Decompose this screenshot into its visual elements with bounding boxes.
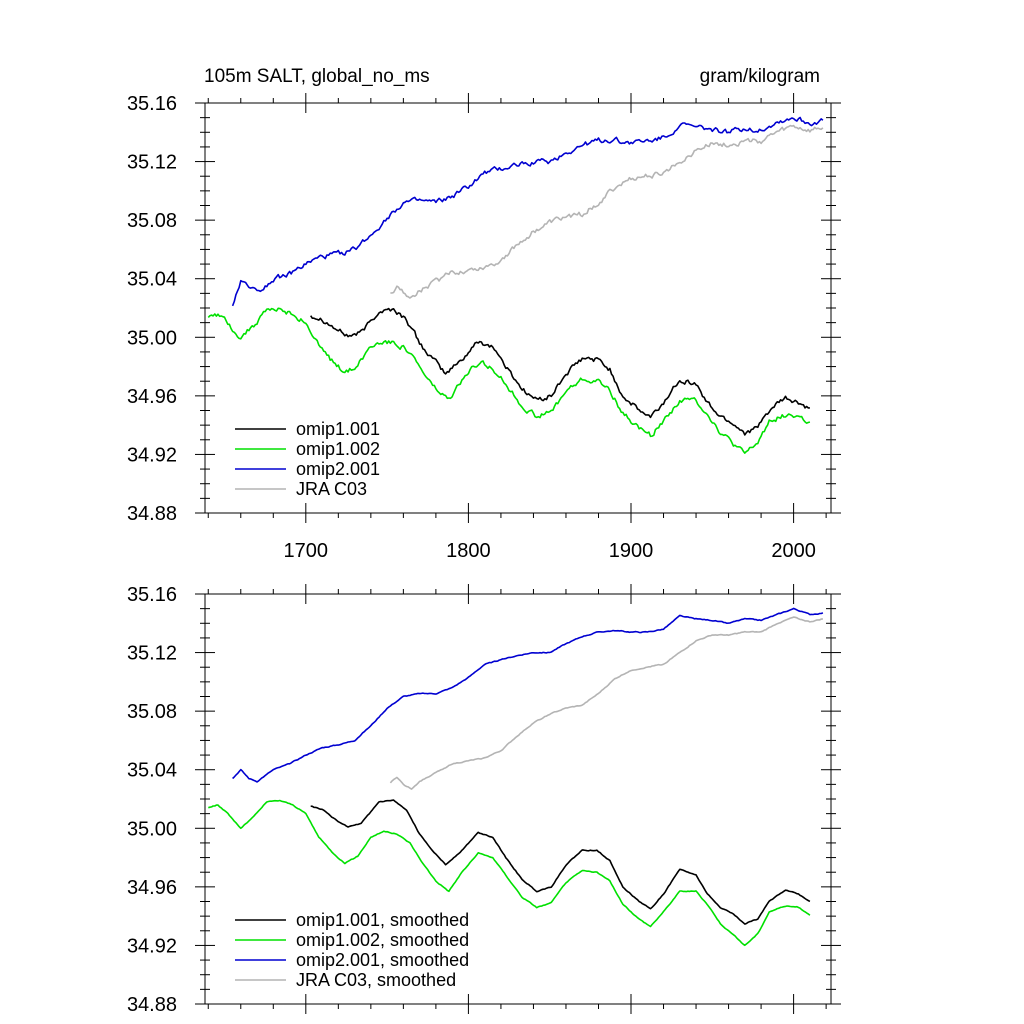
panel-units: gram/kilogram — [700, 66, 820, 87]
legend-label: omip2.001 — [296, 459, 380, 479]
y-tick-label: 35.12 — [127, 152, 177, 174]
y-tick-label: 35.00 — [127, 818, 177, 840]
series-line-omip2_001 — [231, 116, 824, 307]
series-lines — [207, 116, 824, 454]
series-line-omip1_001 — [310, 799, 811, 925]
series-line-omip2_001 — [232, 607, 824, 783]
y-tick-label: 35.08 — [127, 210, 177, 232]
tick-marks: 35.16 35.12 35.08 35.04 35.00 34.96 34.92 34.88 — [127, 584, 841, 1016]
legend-label: omip1.001, smoothed — [296, 910, 469, 930]
y-tick-label: 34.88 — [127, 994, 177, 1016]
x-tick-label: 1900 — [609, 540, 654, 562]
x-tick-label: 1800 — [446, 540, 491, 562]
tick-marks: 35.16 35.12 35.08 35.04 35.00 34.96 34.92 34.88… — [127, 93, 841, 562]
series-line-omip1_001 — [310, 307, 810, 436]
y-tick-label: 35.04 — [127, 269, 177, 291]
series-line-omip1_002 — [208, 799, 811, 947]
y-tick-label: 35.00 — [127, 327, 177, 349]
y-tick-label: 35.04 — [127, 760, 177, 782]
series-line-jra_c03 — [389, 616, 823, 790]
bottom-panel: 35.16 35.12 35.08 35.04 35.00 34.96 34.92 34.88… — [127, 584, 841, 1016]
y-tick-label: 34.92 — [127, 444, 177, 466]
legend-label: omip2.001, smoothed — [296, 950, 469, 970]
y-tick-label: 34.96 — [127, 877, 177, 899]
legend-label: JRA C03, smoothed — [296, 970, 456, 990]
panel-title: 105m SALT, global_no_ms — [204, 66, 430, 87]
y-tick-label: 34.92 — [127, 935, 177, 957]
x-tick-label: 1700 — [284, 540, 329, 562]
series-line-jra_c03 — [390, 124, 824, 299]
y-tick-label: 35.08 — [127, 701, 177, 723]
y-tick-label: 34.96 — [127, 386, 177, 408]
series-line-omip1_002 — [207, 307, 811, 454]
plot-frame — [204, 102, 832, 514]
y-tick-label: 35.16 — [127, 584, 177, 606]
y-tick-label: 34.88 — [127, 503, 177, 525]
legend-label: omip1.002 — [296, 439, 380, 459]
legend-label: JRA C03 — [296, 479, 367, 499]
legend-label: omip1.002, smoothed — [296, 930, 469, 950]
y-tick-label: 35.16 — [127, 93, 177, 115]
plot-frame — [204, 593, 832, 1005]
x-tick-label: 2000 — [771, 540, 816, 562]
series-lines — [208, 607, 824, 947]
y-tick-label: 35.12 — [127, 643, 177, 665]
legend-label: omip1.001 — [296, 419, 380, 439]
top-panel: 105m SALT, global_no_ms gram/kilogram 35… — [127, 66, 841, 562]
